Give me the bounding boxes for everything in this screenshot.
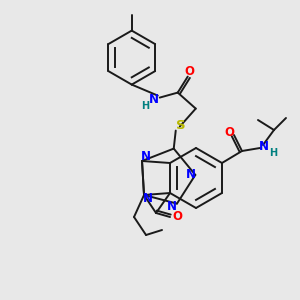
Text: O: O	[172, 211, 182, 224]
Text: H: H	[269, 148, 277, 158]
Text: H: H	[141, 100, 149, 111]
Text: O: O	[224, 125, 234, 139]
Text: N: N	[167, 200, 177, 213]
Text: N: N	[186, 168, 196, 182]
Text: N: N	[141, 151, 151, 164]
Text: S: S	[176, 119, 185, 132]
Text: N: N	[143, 193, 153, 206]
Text: O: O	[185, 65, 195, 78]
Text: N: N	[259, 140, 269, 154]
Text: N: N	[149, 93, 159, 106]
